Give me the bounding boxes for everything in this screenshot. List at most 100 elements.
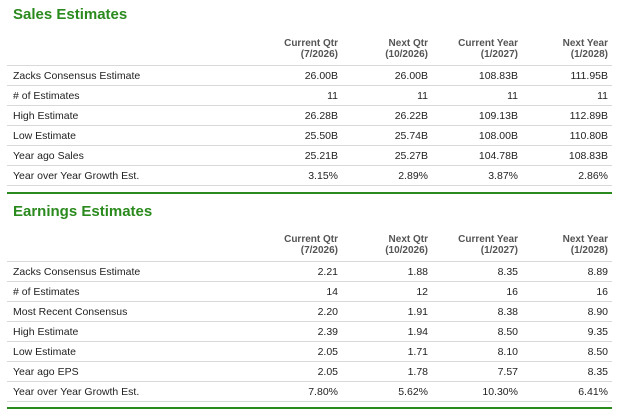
earnings-estimates-section: Earnings Estimates Current Qtr (7/2026) N… <box>7 194 612 409</box>
cell-value: 3.87% <box>432 165 522 186</box>
column-header-next-year: Next Year (1/2028) <box>522 220 612 262</box>
column-date: (10/2026) <box>385 245 428 256</box>
cell-value: 25.21B <box>252 145 342 166</box>
cell-value: 1.88 <box>342 261 432 282</box>
cell-value: 26.28B <box>252 105 342 126</box>
column-date: (1/2028) <box>570 245 608 256</box>
earnings-estimates-table: Current Qtr (7/2026) Next Qtr (10/2026) Cu… <box>7 220 612 402</box>
table-header-row: Current Qtr (7/2026) Next Qtr (10/2026) Cu… <box>7 22 612 66</box>
cell-value: 26.00B <box>252 65 342 86</box>
cell-value: 7.57 <box>432 361 522 382</box>
column-name: Next Year <box>562 234 608 245</box>
row-label: Year ago Sales <box>7 145 252 166</box>
cell-value: 25.27B <box>342 145 432 166</box>
cell-value: 14 <box>252 281 342 302</box>
cell-value: 25.74B <box>342 125 432 146</box>
cell-value: 9.35 <box>522 321 612 342</box>
cell-value: 25.50B <box>252 125 342 146</box>
cell-value: 1.94 <box>342 321 432 342</box>
cell-value: 8.90 <box>522 301 612 322</box>
cell-value: 7.80% <box>252 381 342 402</box>
column-name: Next Qtr <box>388 234 428 245</box>
cell-value: 8.38 <box>432 301 522 322</box>
column-date: (7/2026) <box>300 245 338 256</box>
cell-value: 6.41% <box>522 381 612 402</box>
cell-value: 10.30% <box>432 381 522 402</box>
row-label: Low Estimate <box>7 125 252 146</box>
row-label: # of Estimates <box>7 281 252 302</box>
cell-value: 2.05 <box>252 361 342 382</box>
row-label: Most Recent Consensus <box>7 301 252 322</box>
table-row: Year over Year Growth Est. 3.15% 2.89% 3… <box>7 165 612 186</box>
sales-estimates-title: Sales Estimates <box>13 6 128 23</box>
cell-value: 2.20 <box>252 301 342 322</box>
column-name: Current Year <box>458 38 518 49</box>
row-label: Low Estimate <box>7 341 252 362</box>
column-date: (1/2027) <box>480 49 518 60</box>
header-label-spacer <box>7 220 252 262</box>
column-name: Current Qtr <box>284 234 338 245</box>
cell-value: 3.15% <box>252 165 342 186</box>
cell-value: 2.39 <box>252 321 342 342</box>
cell-value: 108.83B <box>522 145 612 166</box>
row-label: High Estimate <box>7 105 252 126</box>
cell-value: 8.10 <box>432 341 522 362</box>
row-label: Year ago EPS <box>7 361 252 382</box>
table-header-row: Current Qtr (7/2026) Next Qtr (10/2026) Cu… <box>7 220 612 262</box>
cell-value: 2.05 <box>252 341 342 362</box>
cell-value: 11 <box>342 85 432 106</box>
table-row: High Estimate 2.39 1.94 8.50 9.35 <box>7 321 612 342</box>
table-row: Zacks Consensus Estimate 2.21 1.88 8.35 … <box>7 261 612 282</box>
cell-value: 111.95B <box>522 65 612 86</box>
cell-value: 108.83B <box>432 65 522 86</box>
column-name: Current Qtr <box>284 38 338 49</box>
row-label: Zacks Consensus Estimate <box>7 65 252 86</box>
table-row: Zacks Consensus Estimate 26.00B 26.00B 1… <box>7 65 612 86</box>
column-date: (7/2026) <box>300 49 338 60</box>
column-name: Next Year <box>562 38 608 49</box>
cell-value: 16 <box>432 281 522 302</box>
cell-value: 1.71 <box>342 341 432 362</box>
cell-value: 8.50 <box>522 341 612 362</box>
cell-value: 16 <box>522 281 612 302</box>
table-row: Year over Year Growth Est. 7.80% 5.62% 1… <box>7 381 612 402</box>
cell-value: 11 <box>252 85 342 106</box>
column-header-next-qtr: Next Qtr (10/2026) <box>342 22 432 66</box>
section-divider <box>7 407 612 409</box>
cell-value: 1.78 <box>342 361 432 382</box>
table-row: Year ago Sales 25.21B 25.27B 104.78B 108… <box>7 145 612 166</box>
column-header-current-qtr: Current Qtr (7/2026) <box>252 22 342 66</box>
column-date: (1/2028) <box>570 49 608 60</box>
row-label: # of Estimates <box>7 85 252 106</box>
row-label: High Estimate <box>7 321 252 342</box>
column-date: (1/2027) <box>480 245 518 256</box>
sales-estimates-section: Sales Estimates Current Qtr (7/2026) Next… <box>7 0 612 194</box>
cell-value: 112.89B <box>522 105 612 126</box>
cell-value: 11 <box>522 85 612 106</box>
cell-value: 104.78B <box>432 145 522 166</box>
column-name: Next Qtr <box>388 38 428 49</box>
row-label: Year over Year Growth Est. <box>7 165 252 186</box>
column-header-next-qtr: Next Qtr (10/2026) <box>342 220 432 262</box>
column-header-next-year: Next Year (1/2028) <box>522 22 612 66</box>
column-header-current-year: Current Year (1/2027) <box>432 22 522 66</box>
cell-value: 2.21 <box>252 261 342 282</box>
cell-value: 8.50 <box>432 321 522 342</box>
table-row: Low Estimate 25.50B 25.74B 108.00B 110.8… <box>7 125 612 146</box>
header-label-spacer <box>7 22 252 66</box>
cell-value: 26.22B <box>342 105 432 126</box>
column-header-current-year: Current Year (1/2027) <box>432 220 522 262</box>
cell-value: 109.13B <box>432 105 522 126</box>
cell-value: 108.00B <box>432 125 522 146</box>
column-header-current-qtr: Current Qtr (7/2026) <box>252 220 342 262</box>
table-row: Low Estimate 2.05 1.71 8.10 8.50 <box>7 341 612 362</box>
cell-value: 2.89% <box>342 165 432 186</box>
cell-value: 8.35 <box>432 261 522 282</box>
table-row: Most Recent Consensus 2.20 1.91 8.38 8.9… <box>7 301 612 322</box>
table-row: Year ago EPS 2.05 1.78 7.57 8.35 <box>7 361 612 382</box>
cell-value: 8.35 <box>522 361 612 382</box>
row-label: Zacks Consensus Estimate <box>7 261 252 282</box>
table-row: # of Estimates 14 12 16 16 <box>7 281 612 302</box>
cell-value: 1.91 <box>342 301 432 322</box>
cell-value: 2.86% <box>522 165 612 186</box>
